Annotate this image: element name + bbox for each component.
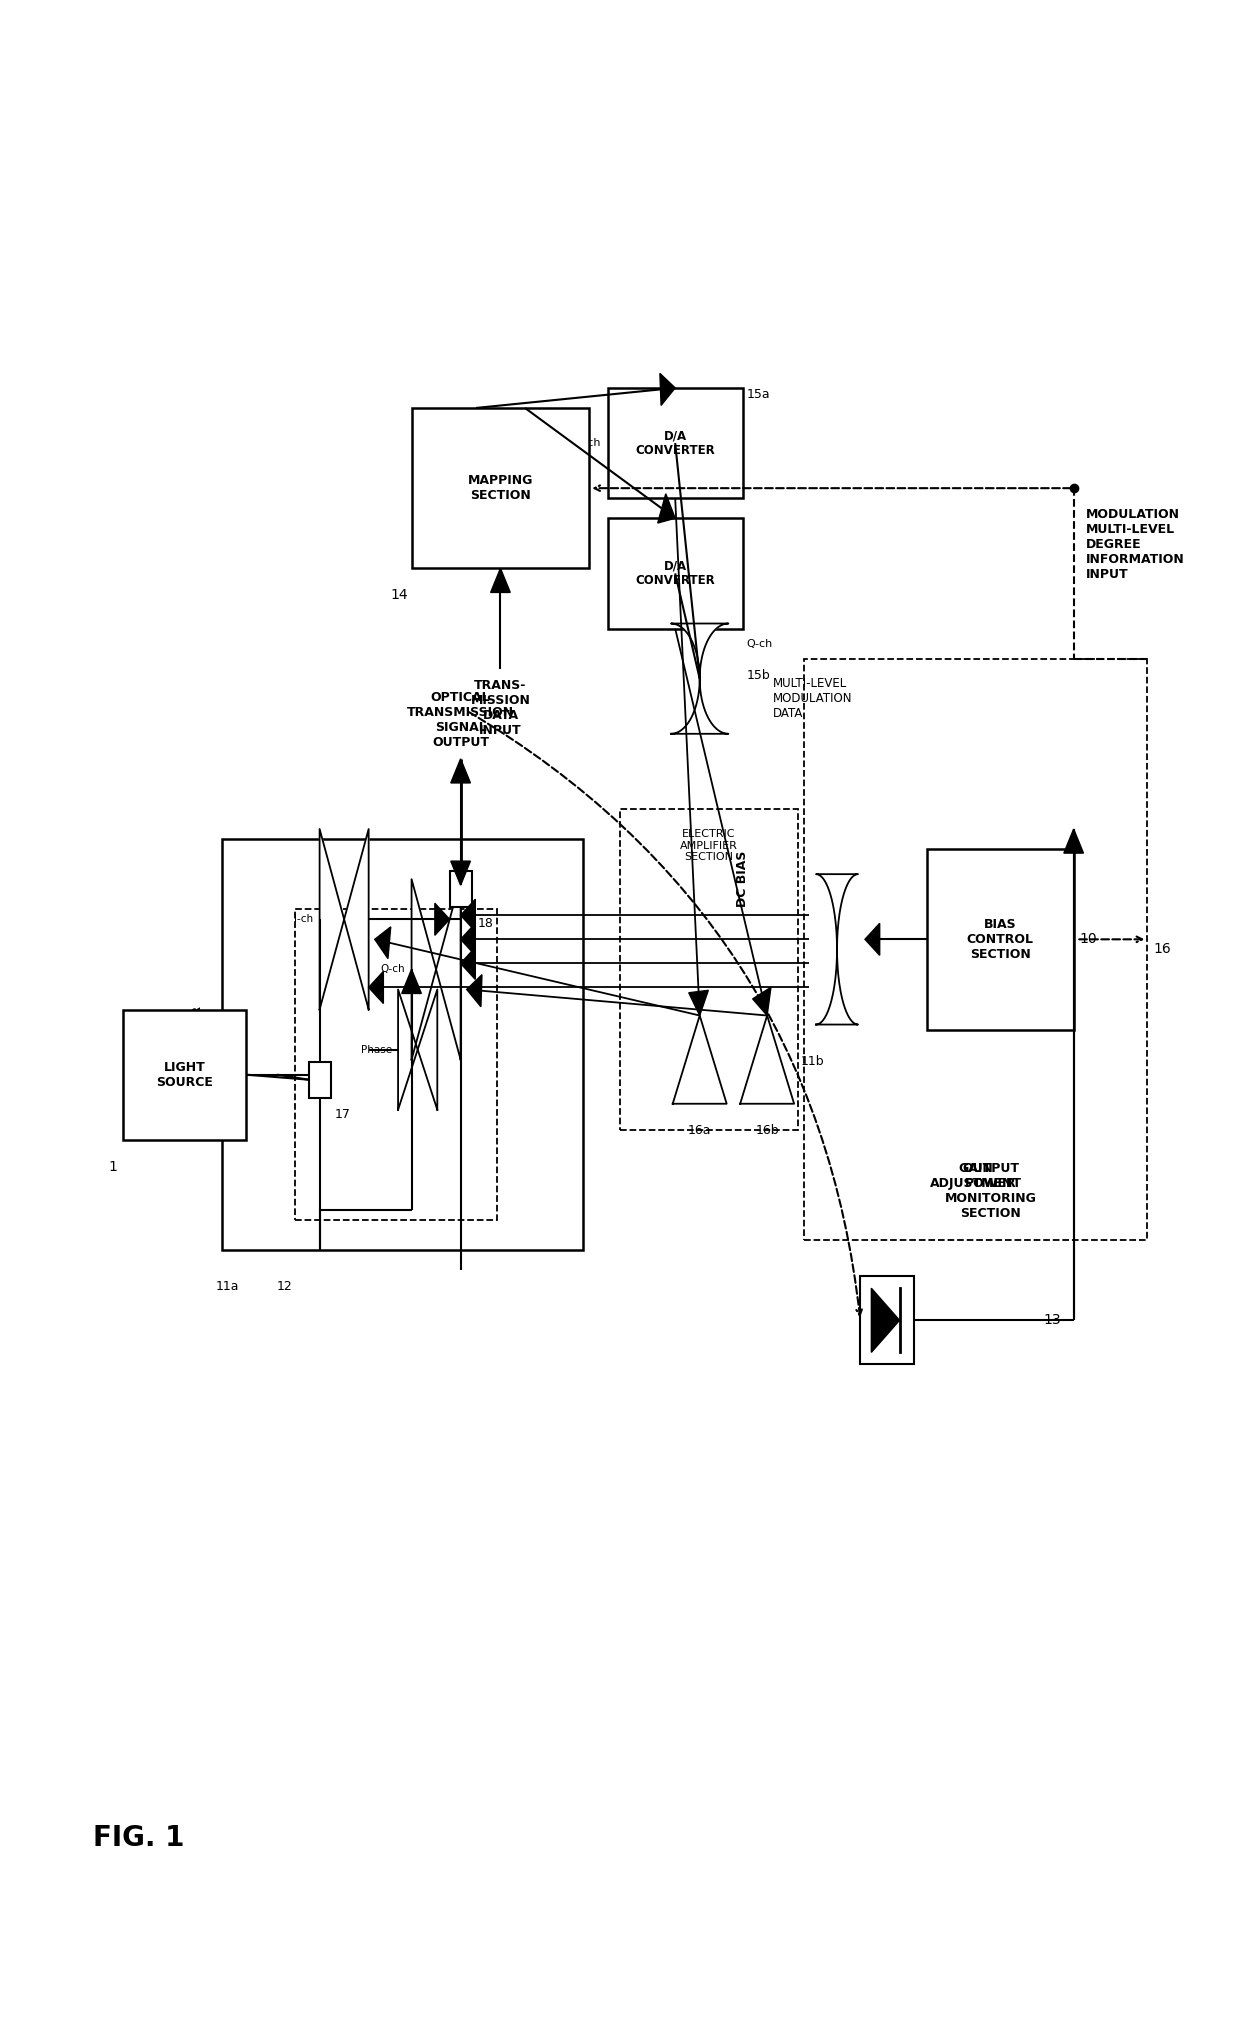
Polygon shape <box>816 874 858 1024</box>
Text: 1: 1 <box>108 1159 118 1173</box>
Polygon shape <box>673 1016 727 1104</box>
Text: 10: 10 <box>1080 933 1097 947</box>
Polygon shape <box>320 830 345 1010</box>
Bar <box>295 909 497 1219</box>
Text: 18: 18 <box>477 917 494 931</box>
Polygon shape <box>657 495 675 523</box>
Text: 16a: 16a <box>688 1125 712 1137</box>
Text: D/A
CONVERTER: D/A CONVERTER <box>635 430 715 456</box>
Polygon shape <box>368 971 383 1003</box>
Text: 11a: 11a <box>216 1280 239 1294</box>
Text: I-ch: I-ch <box>582 438 601 448</box>
Text: Q-ch: Q-ch <box>381 965 405 975</box>
Text: LIGHT
SOURCE: LIGHT SOURCE <box>156 1060 213 1088</box>
Polygon shape <box>374 927 391 959</box>
Polygon shape <box>402 969 422 993</box>
Polygon shape <box>753 987 771 1016</box>
Bar <box>124 1010 246 1141</box>
Polygon shape <box>345 830 368 1010</box>
Bar <box>412 408 589 569</box>
Text: 16: 16 <box>1153 943 1171 957</box>
Polygon shape <box>466 975 482 1007</box>
Bar <box>222 840 583 1250</box>
Text: 14: 14 <box>391 588 408 602</box>
Text: BIAS
CONTROL
SECTION: BIAS CONTROL SECTION <box>967 919 1034 961</box>
Polygon shape <box>866 923 879 955</box>
Polygon shape <box>412 878 436 1060</box>
Polygon shape <box>435 902 450 935</box>
Bar <box>804 658 1147 1240</box>
Text: 11b: 11b <box>800 1054 823 1068</box>
Text: FIG. 1: FIG. 1 <box>93 1823 185 1851</box>
Bar <box>926 850 1074 1030</box>
Text: 15b: 15b <box>746 668 770 682</box>
Polygon shape <box>451 759 470 783</box>
Text: NESTED MZ
MODULATOR: NESTED MZ MODULATOR <box>180 1005 202 1084</box>
Text: 16b: 16b <box>755 1125 779 1137</box>
Polygon shape <box>398 989 418 1110</box>
Text: Phase: Phase <box>361 1044 392 1054</box>
Polygon shape <box>460 923 475 955</box>
Polygon shape <box>1064 830 1084 854</box>
Polygon shape <box>688 989 708 1016</box>
Text: TRANS-
MISSION
DATA
INPUT: TRANS- MISSION DATA INPUT <box>470 678 531 737</box>
Text: D/A
CONVERTER: D/A CONVERTER <box>635 559 715 588</box>
Polygon shape <box>460 947 475 979</box>
Text: OPTICAL
TRANSMISSION
SIGNAL
OUTPUT: OPTICAL TRANSMISSION SIGNAL OUTPUT <box>407 690 515 749</box>
Bar <box>620 810 797 1131</box>
Text: OUTPUT
POWER
MONITORING
SECTION: OUTPUT POWER MONITORING SECTION <box>945 1163 1037 1219</box>
Text: GAIN
ADJUSTMENT: GAIN ADJUSTMENT <box>930 1163 1022 1189</box>
Polygon shape <box>872 1288 899 1353</box>
Polygon shape <box>660 374 675 406</box>
Bar <box>309 1062 331 1098</box>
Polygon shape <box>491 569 511 592</box>
Text: MAPPING
SECTION: MAPPING SECTION <box>467 474 533 503</box>
Polygon shape <box>436 878 460 1060</box>
Text: DC BIAS: DC BIAS <box>737 850 749 907</box>
Text: Q-ch: Q-ch <box>746 638 773 648</box>
Polygon shape <box>460 898 475 931</box>
Text: MULTI-LEVEL
MODULATION
DATA: MULTI-LEVEL MODULATION DATA <box>774 676 853 721</box>
Text: 12: 12 <box>277 1280 293 1294</box>
Polygon shape <box>418 989 438 1110</box>
Text: I-ch: I-ch <box>294 915 314 925</box>
Text: MODULATION
MULTI-LEVEL
DEGREE
INFORMATION
INPUT: MODULATION MULTI-LEVEL DEGREE INFORMATIO… <box>1086 509 1184 581</box>
Text: ELECTRIC
AMPLIFIER
SECTION: ELECTRIC AMPLIFIER SECTION <box>680 830 738 862</box>
Text: 17: 17 <box>335 1108 350 1121</box>
Bar <box>450 870 471 907</box>
Text: 15a: 15a <box>746 388 770 402</box>
Bar <box>608 388 743 499</box>
Bar <box>861 1276 914 1365</box>
Text: 13: 13 <box>1043 1312 1060 1326</box>
Polygon shape <box>671 624 728 733</box>
Polygon shape <box>740 1016 794 1104</box>
Bar <box>608 519 743 628</box>
Polygon shape <box>451 862 470 884</box>
